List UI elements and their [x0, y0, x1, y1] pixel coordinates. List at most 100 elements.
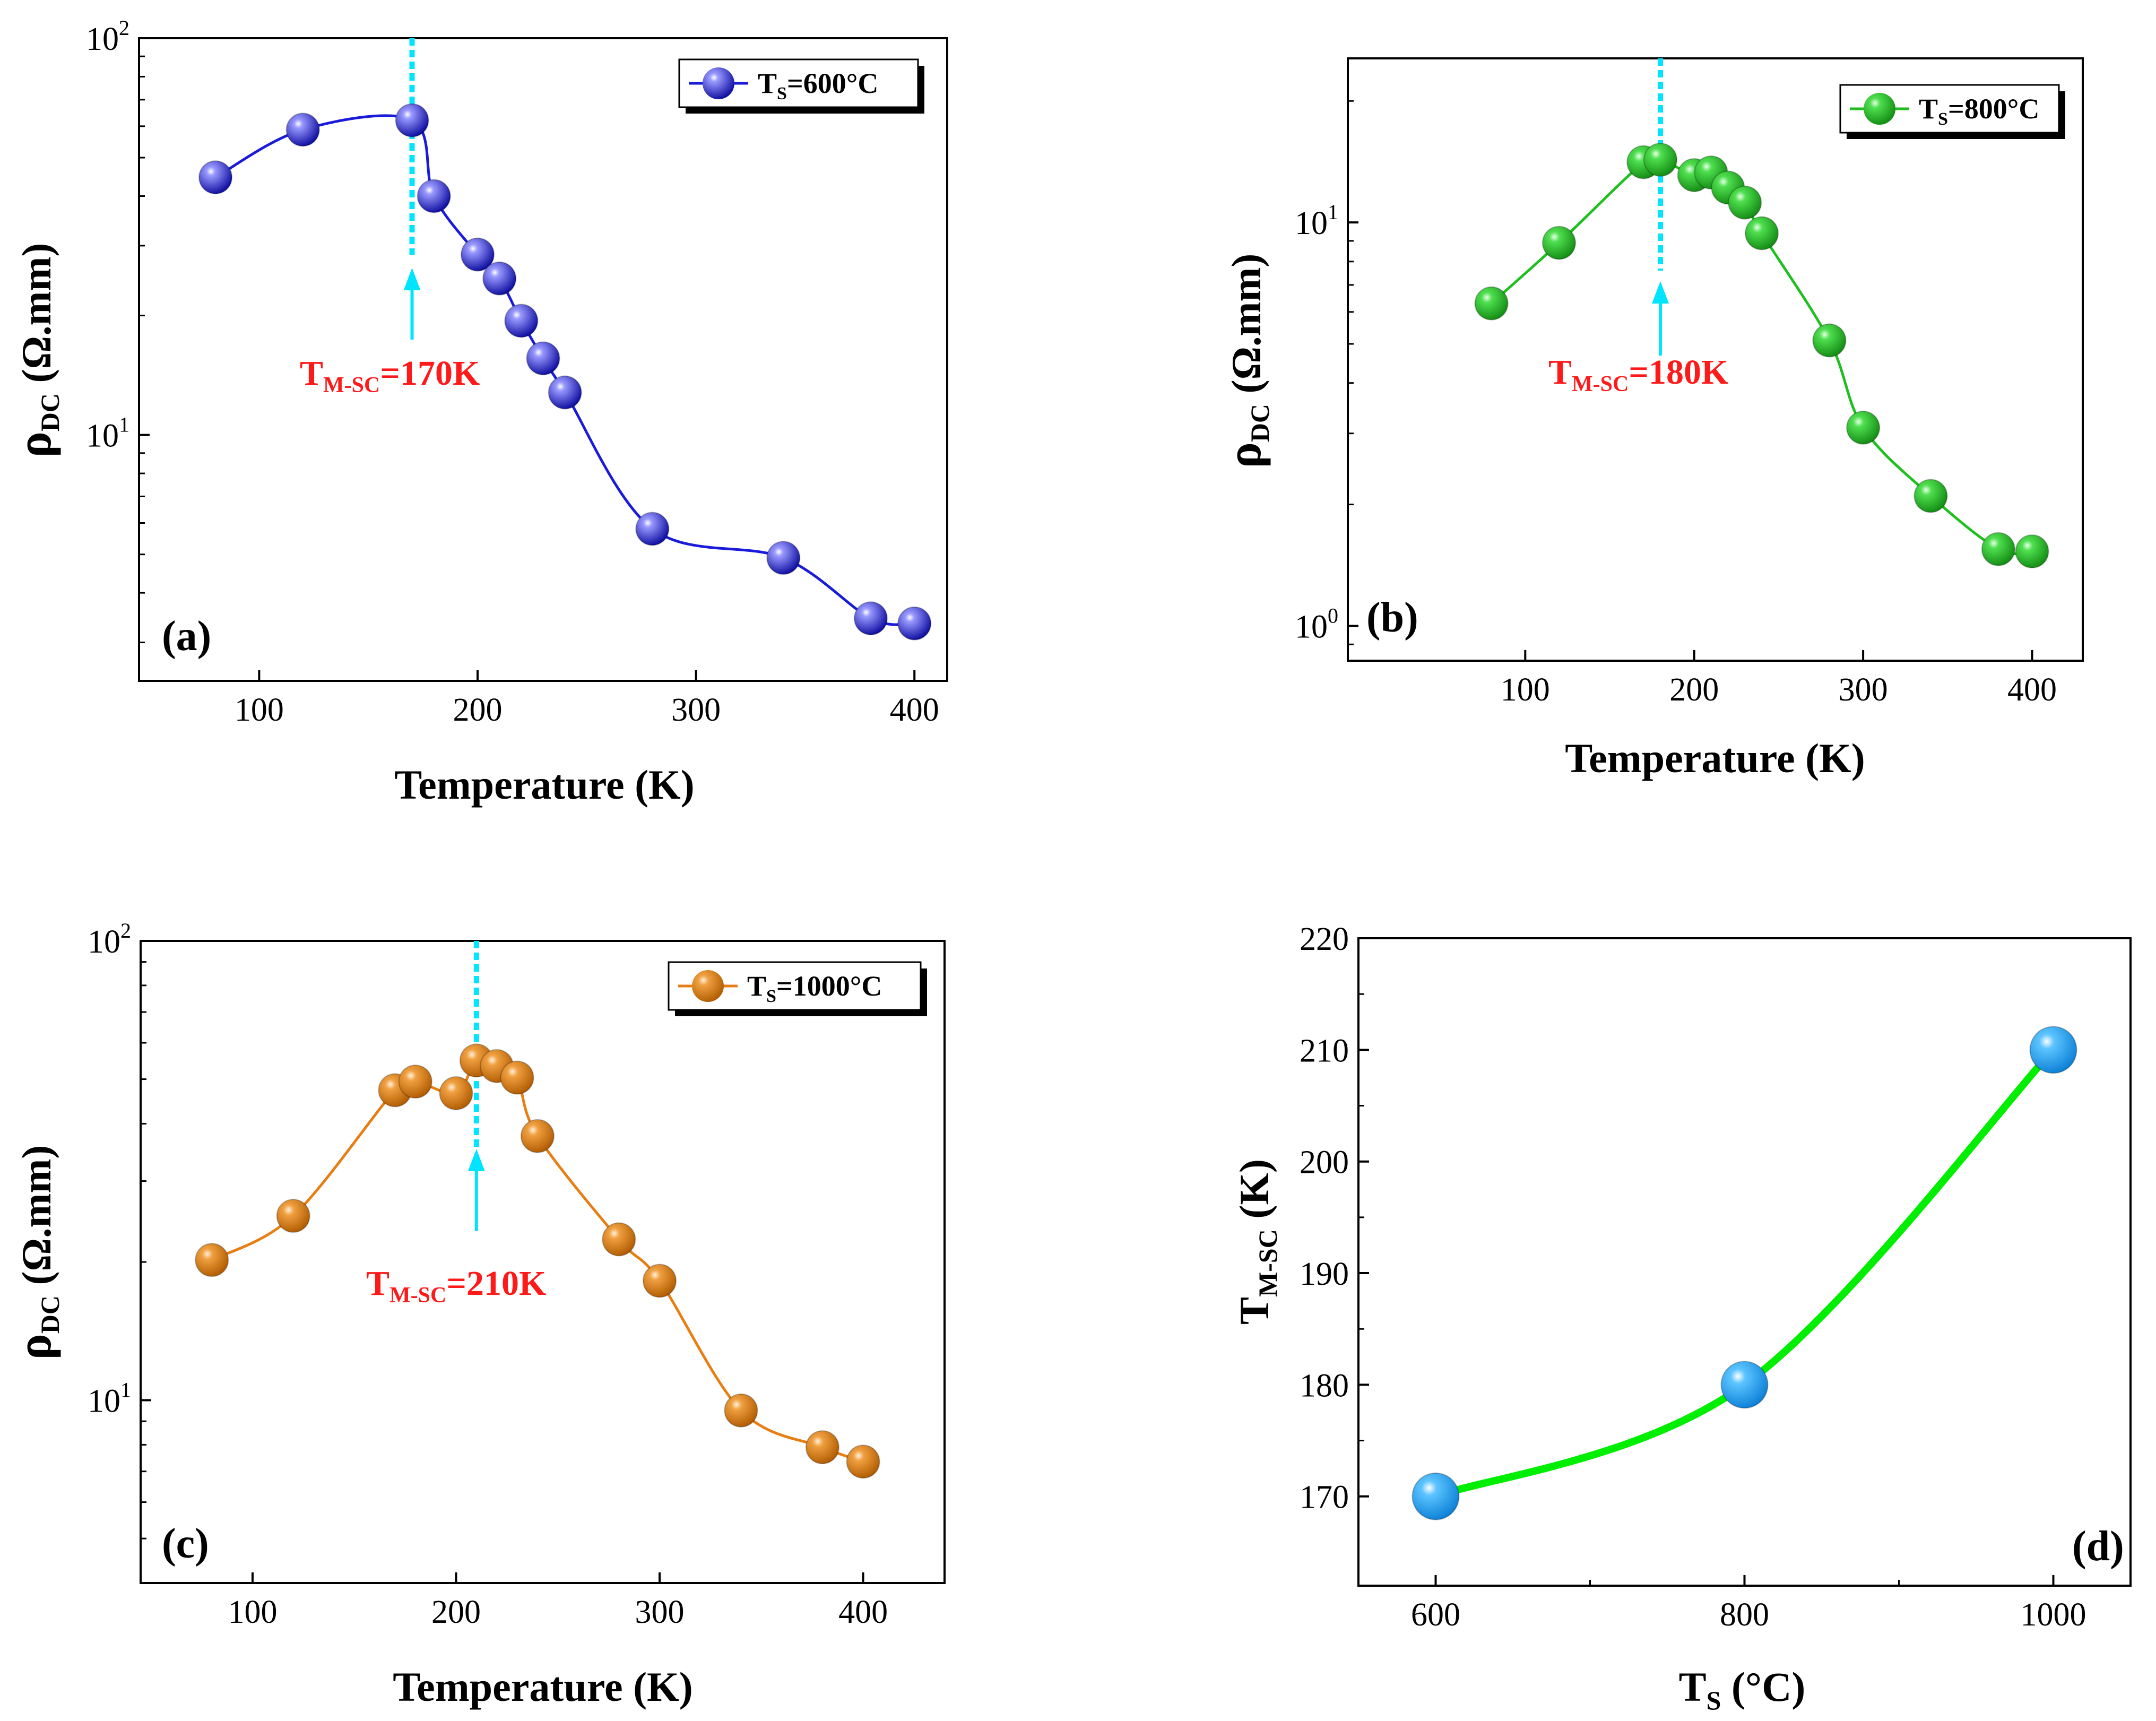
- data-point: [805, 1430, 839, 1465]
- data-point: [500, 1060, 534, 1095]
- data-point: [198, 160, 233, 195]
- data-point: [1412, 1472, 1460, 1520]
- panel-c-transition-label: TM-SC=210K: [366, 1264, 546, 1308]
- x-tick-label: 100: [235, 692, 284, 728]
- x-tick-label: 300: [1839, 672, 1888, 708]
- panel-a-transition-label: TM-SC=170K: [300, 354, 480, 397]
- legend-label: TS=600°C: [758, 67, 878, 103]
- data-point: [2015, 534, 2049, 569]
- legend-label: TS=1000°C: [747, 970, 882, 1006]
- series-line: [1434, 1047, 2056, 1500]
- x-tick-label: 400: [890, 692, 939, 728]
- data-point: [602, 1222, 636, 1257]
- plot-frame: [138, 37, 948, 682]
- panel-d-label: (d): [2072, 1523, 2124, 1570]
- data-point: [853, 601, 888, 636]
- y-tick-label: 210: [1300, 1033, 1349, 1069]
- data-point: [1542, 226, 1576, 260]
- x-tick-label: 200: [1669, 672, 1719, 708]
- panel-a-ylabel: ρDC (Ω.mm): [7, 243, 65, 458]
- data-point: [846, 1445, 880, 1479]
- panel-c-ylabel: ρDC (Ω.mm): [7, 1145, 65, 1360]
- y-tick-label: 200: [1300, 1145, 1349, 1181]
- legend-marker: [1864, 93, 1895, 125]
- data-point: [398, 1065, 432, 1099]
- data-point: [276, 1199, 310, 1233]
- panel-d: TM-SC (K) TS (°C) (d): [1231, 1159, 2124, 1715]
- panel-a-xlabel: Temperature (K): [394, 762, 694, 808]
- legend: TS=1000°C: [668, 961, 927, 1016]
- data-point: [395, 103, 429, 137]
- panel-a: ρDC (Ω.mm) Temperature (K) TM-SC=170K (a…: [7, 243, 695, 808]
- panel-b-xlabel: Temperature (K): [1565, 735, 1865, 781]
- x-tick-label: 400: [838, 1594, 888, 1630]
- x-tick-label: 300: [635, 1594, 685, 1630]
- x-tick-label: 600: [1411, 1597, 1460, 1633]
- x-tick-label: 100: [228, 1594, 277, 1630]
- data-point: [1913, 479, 1948, 513]
- data-point: [504, 304, 539, 338]
- x-tick-label: 200: [431, 1594, 481, 1630]
- x-tick-label: 800: [1720, 1597, 1769, 1633]
- data-point: [1643, 143, 1678, 177]
- y-tick-label: 220: [1300, 921, 1349, 957]
- y-tick-label: 102: [88, 919, 131, 960]
- transition-arrow-head: [403, 268, 421, 290]
- y-tick-label: 190: [1300, 1256, 1349, 1292]
- transition-arrow-head: [1652, 281, 1669, 304]
- data-point: [520, 1119, 555, 1153]
- y-tick-label: 180: [1300, 1368, 1349, 1404]
- panel-c-label: (c): [162, 1520, 209, 1567]
- data-point: [643, 1264, 677, 1298]
- x-tick-label: 400: [2007, 672, 2057, 708]
- y-tick-label: 101: [86, 413, 129, 454]
- series-line: [1490, 153, 2032, 555]
- data-point: [1812, 323, 1847, 358]
- data-point: [2029, 1026, 2077, 1074]
- transition-arrow-head: [467, 1149, 485, 1171]
- data-point: [285, 113, 320, 147]
- data-point: [1846, 410, 1881, 445]
- data-point: [482, 261, 517, 296]
- data-point: [461, 237, 495, 272]
- plot-0: 100 200 300 400 101 102 TS=600°C: [86, 16, 948, 728]
- panel-a-label: (a): [162, 613, 211, 660]
- legend-label: TS=800°C: [1919, 93, 2039, 129]
- data-point: [897, 606, 932, 641]
- plot-3: 600 800 1000 170 180 190 200 210 220: [1300, 921, 2132, 1633]
- data-point: [1981, 532, 2015, 566]
- plot-frame: [1347, 57, 2084, 662]
- data-point: [417, 179, 451, 213]
- data-point: [1474, 286, 1509, 321]
- data-point: [195, 1243, 229, 1277]
- data-point: [526, 341, 560, 376]
- x-tick-label: 300: [671, 692, 721, 728]
- data-point: [548, 375, 582, 410]
- legend-marker: [692, 970, 724, 1002]
- panel-c: ρDC (Ω.mm) Temperature (K) TM-SC=210K (c…: [7, 1145, 693, 1710]
- legend: TS=800°C: [1839, 84, 2065, 139]
- plot-1: 100 200 300 400 100 101 TS=800°C: [1295, 57, 2084, 708]
- panel-b: ρDC (Ω.mm) Temperature (K) TM-SC=180K (b…: [1217, 254, 1865, 781]
- data-point: [1728, 185, 1762, 220]
- data-point: [635, 512, 670, 546]
- legend-marker: [703, 67, 734, 99]
- plot-frame: [140, 940, 946, 1584]
- legend: TS=600°C: [678, 58, 924, 114]
- x-tick-label: 200: [453, 692, 503, 728]
- panel-b-label: (b): [1366, 594, 1418, 641]
- data-point: [1720, 1361, 1769, 1409]
- y-tick-label: 102: [86, 16, 129, 57]
- panel-b-ylabel: ρDC (Ω.mm): [1217, 254, 1275, 469]
- panel-b-transition-label: TM-SC=180K: [1548, 353, 1728, 396]
- panel-d-xlabel: TS (°C): [1679, 1664, 1806, 1715]
- data-point: [439, 1076, 473, 1111]
- x-tick-label: 100: [1501, 672, 1550, 708]
- panel-d-ylabel: TM-SC (K): [1231, 1159, 1283, 1325]
- data-point: [766, 541, 801, 575]
- plot-2: 100 200 300 400 101 102 TS=1000°C: [88, 919, 946, 1630]
- y-tick-label: 101: [88, 1378, 131, 1420]
- x-tick-label: 1000: [2021, 1597, 2086, 1633]
- y-tick-label: 100: [1295, 603, 1338, 645]
